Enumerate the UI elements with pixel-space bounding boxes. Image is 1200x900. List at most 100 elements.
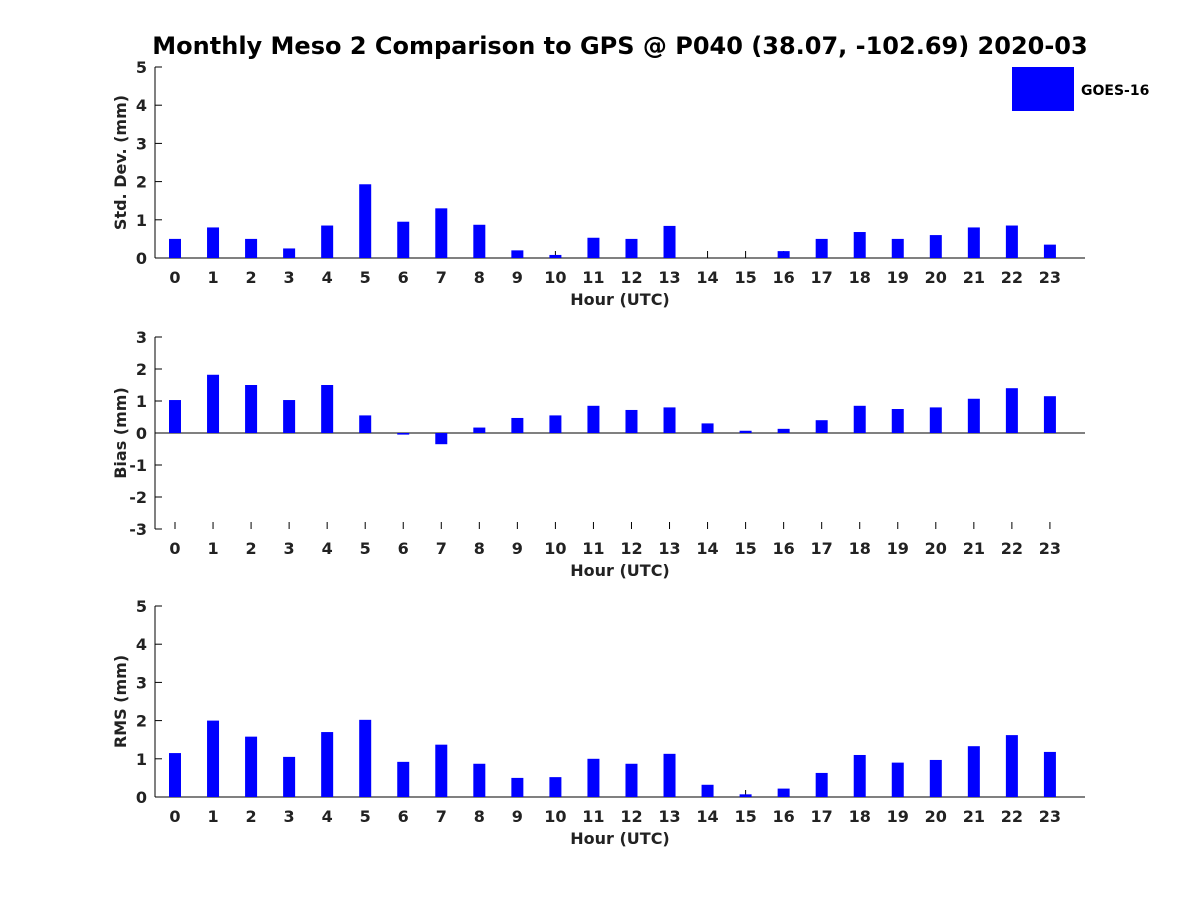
x-tick-label: 19: [887, 268, 909, 287]
x-tick-label: 23: [1039, 807, 1061, 826]
bar-std-dev-hour-22: [1005, 225, 1018, 258]
x-tick-label: 1: [207, 807, 218, 826]
x-tick-label: 9: [512, 268, 523, 287]
x-axis-label: Hour (UTC): [570, 290, 670, 309]
bar-std-dev-hour-7: [435, 208, 448, 258]
bar-bias-hour-10: [549, 415, 562, 433]
y-tick-label: -3: [129, 520, 147, 539]
x-tick-label: 22: [1001, 807, 1023, 826]
bar-std-dev-hour-21: [967, 227, 980, 258]
y-axis-label: Std. Dev. (mm): [111, 95, 130, 230]
x-tick-label: 7: [436, 268, 447, 287]
bar-std-dev-hour-12: [625, 238, 638, 258]
x-tick-label: 15: [734, 807, 756, 826]
x-tick-label: 8: [474, 807, 485, 826]
legend-label: GOES-16: [1081, 83, 1149, 99]
bar-rms-hour-9: [511, 777, 524, 797]
bar-bias-hour-12: [625, 409, 638, 433]
bar-std-dev-hour-19: [891, 238, 904, 258]
x-tick-label: 4: [322, 539, 333, 558]
x-tick-label: 19: [887, 539, 909, 558]
bar-bias-hour-5: [359, 415, 372, 433]
bar-std-dev-hour-20: [929, 235, 942, 258]
x-tick-label: 12: [620, 807, 642, 826]
bar-std-dev-hour-18: [853, 232, 866, 258]
bar-bias-hour-19: [891, 409, 904, 433]
bar-bias-hour-22: [1005, 388, 1018, 433]
x-tick-label: 14: [696, 539, 718, 558]
bar-bias-hour-15: [739, 430, 752, 433]
x-tick-label: 10: [544, 539, 566, 558]
y-tick-label: 0: [136, 424, 147, 443]
bar-bias-hour-7: [435, 433, 448, 445]
x-tick-label: 6: [398, 539, 409, 558]
x-tick-label: 20: [925, 268, 947, 287]
y-tick-label: 2: [136, 173, 147, 192]
y-tick-label: -2: [129, 488, 147, 507]
y-axis-label: RMS (mm): [111, 655, 130, 748]
x-tick-label: 9: [512, 539, 523, 558]
x-tick-label: 20: [925, 539, 947, 558]
bar-bias-hour-13: [663, 407, 676, 433]
bar-bias-hour-21: [967, 398, 980, 433]
bar-rms-hour-5: [359, 719, 372, 797]
x-tick-label: 2: [246, 807, 257, 826]
x-tick-label: 6: [398, 268, 409, 287]
x-tick-label: 19: [887, 807, 909, 826]
bar-rms-hour-7: [435, 744, 448, 797]
y-tick-label: 5: [136, 58, 147, 77]
x-tick-label: 11: [582, 268, 604, 287]
x-tick-label: 16: [773, 807, 795, 826]
x-tick-label: 4: [322, 807, 333, 826]
x-tick-label: 10: [544, 268, 566, 287]
bar-std-dev-hour-8: [473, 224, 486, 258]
bar-rms-hour-16: [777, 788, 790, 797]
bar-rms-hour-21: [967, 746, 980, 797]
x-tick-label: 11: [582, 807, 604, 826]
x-tick-label: 14: [696, 268, 718, 287]
bar-rms-hour-20: [929, 759, 942, 797]
bar-std-dev-hour-0: [169, 238, 181, 258]
bar-bias-hour-8: [473, 427, 486, 433]
bar-std-dev-hour-6: [397, 221, 410, 258]
bar-std-dev-hour-3: [283, 248, 296, 258]
bar-rms-hour-4: [321, 732, 334, 797]
x-tick-label: 18: [849, 539, 871, 558]
y-axis-label: Bias (mm): [111, 387, 130, 479]
y-tick-label: 0: [136, 788, 147, 807]
x-tick-label: 18: [849, 268, 871, 287]
bar-bias-hour-20: [929, 407, 942, 433]
bar-rms-hour-18: [853, 754, 866, 797]
bar-bias-hour-2: [245, 385, 258, 433]
bar-rms-hour-15: [739, 794, 752, 797]
bar-rms-hour-8: [473, 763, 486, 797]
x-tick-label: 21: [963, 539, 985, 558]
legend: GOES-16: [1012, 67, 1149, 111]
bar-rms-hour-0: [169, 753, 181, 797]
x-tick-label: 23: [1039, 539, 1061, 558]
x-tick-label: 5: [360, 807, 371, 826]
bar-bias-hour-16: [777, 428, 790, 433]
x-tick-label: 13: [658, 807, 680, 826]
x-tick-label: 0: [169, 268, 180, 287]
bar-rms-hour-11: [587, 758, 600, 797]
bar-std-dev-hour-2: [245, 238, 258, 258]
bar-bias-hour-17: [815, 420, 828, 433]
bar-bias-hour-1: [207, 374, 220, 433]
bar-rms-hour-19: [891, 762, 904, 797]
bar-rms-hour-2: [245, 736, 258, 797]
y-tick-label: 1: [136, 750, 147, 769]
x-tick-label: 22: [1001, 268, 1023, 287]
bar-std-dev-hour-4: [321, 225, 334, 258]
y-tick-label: 2: [136, 712, 147, 731]
y-tick-label: 3: [136, 673, 147, 692]
x-tick-label: 17: [811, 807, 833, 826]
x-tick-label: 3: [284, 539, 295, 558]
x-tick-label: 7: [436, 807, 447, 826]
x-tick-label: 15: [734, 539, 756, 558]
y-tick-label: -1: [129, 456, 147, 475]
bar-bias-hour-11: [587, 405, 600, 433]
